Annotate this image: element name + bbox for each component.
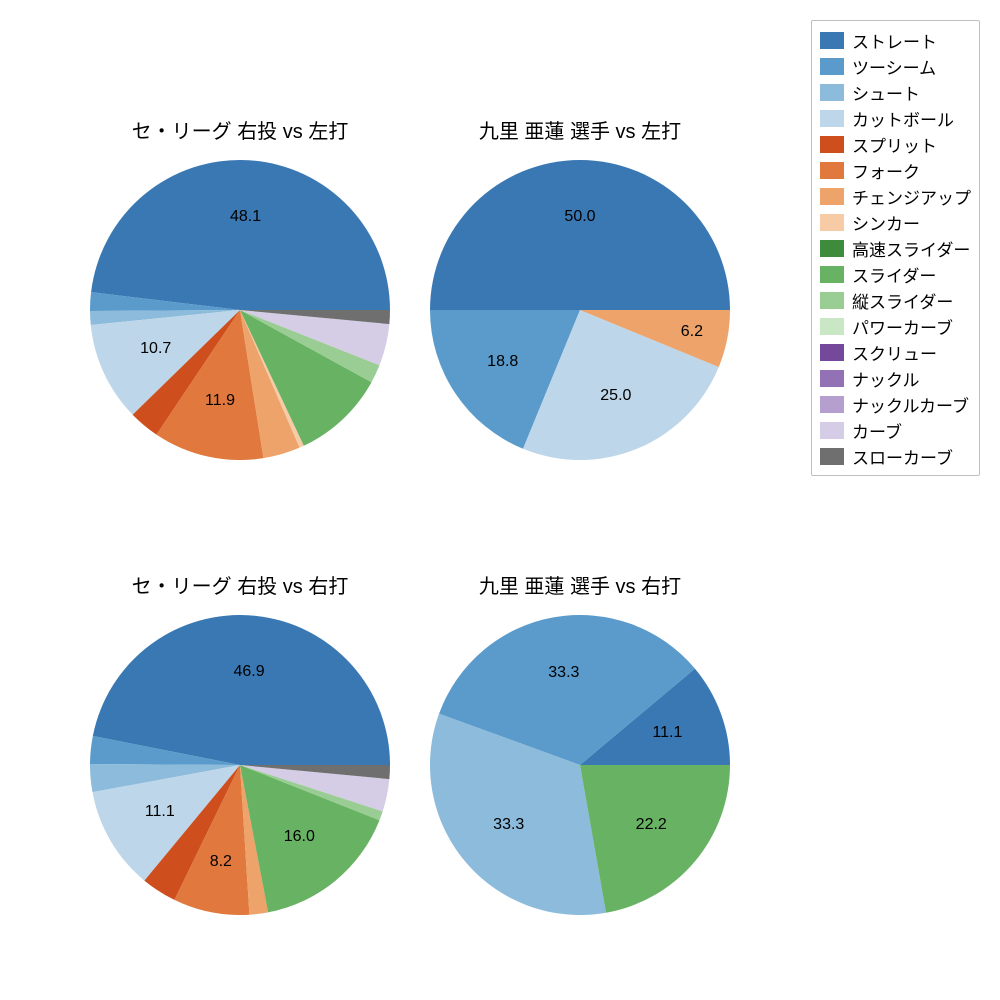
- pie-slice-label: 11.1: [652, 724, 682, 742]
- legend-label: シンカー: [852, 210, 920, 235]
- legend-swatch: [820, 266, 844, 283]
- legend-swatch: [820, 422, 844, 439]
- legend-swatch: [820, 396, 844, 413]
- legend-item: ナックル: [820, 365, 971, 391]
- legend-label: ナックルカーブ: [852, 392, 969, 417]
- legend-swatch: [820, 58, 844, 75]
- legend-item: 縦スライダー: [820, 287, 971, 313]
- legend-label: カーブ: [852, 418, 902, 443]
- chart-title: 九里 亜蓮 選手 vs 右打: [420, 570, 740, 599]
- pie-slice-label: 10.7: [140, 340, 171, 358]
- legend: ストレートツーシームシュートカットボールスプリットフォークチェンジアップシンカー…: [811, 20, 980, 476]
- legend-label: スライダー: [852, 262, 936, 287]
- pie-slice-label: 11.9: [205, 392, 235, 410]
- legend-item: チェンジアップ: [820, 183, 971, 209]
- pie-slice-label: 33.3: [548, 664, 579, 682]
- legend-swatch: [820, 188, 844, 205]
- pie-slice: [93, 615, 390, 765]
- legend-swatch: [820, 214, 844, 231]
- legend-label: 高速スライダー: [852, 236, 970, 261]
- legend-item: カーブ: [820, 417, 971, 443]
- legend-swatch: [820, 136, 844, 153]
- legend-label: フォーク: [852, 158, 920, 183]
- pie-slice-label: 16.0: [284, 828, 315, 846]
- legend-swatch: [820, 318, 844, 335]
- legend-item: フォーク: [820, 157, 971, 183]
- pie-slice-label: 11.1: [145, 803, 175, 821]
- legend-label: カットボール: [852, 106, 954, 131]
- pie-slice-label: 33.3: [493, 816, 524, 834]
- chart-tl: 48.1 10.7 11.9: [90, 160, 390, 460]
- legend-label: 縦スライダー: [852, 288, 953, 313]
- legend-item: ストレート: [820, 27, 971, 53]
- chart-tr: 50.0 18.8 25.0 6.2: [430, 160, 730, 460]
- legend-swatch: [820, 110, 844, 127]
- legend-label: スプリット: [852, 132, 937, 157]
- pie-slice-label: 25.0: [600, 387, 631, 405]
- legend-label: ツーシーム: [852, 54, 936, 79]
- legend-label: パワーカーブ: [852, 314, 953, 339]
- legend-label: スクリュー: [852, 340, 937, 365]
- legend-item: スプリット: [820, 131, 971, 157]
- legend-item: ナックルカーブ: [820, 391, 971, 417]
- legend-swatch: [820, 32, 844, 49]
- chart-bl: 46.9 11.1 8.2 16.0: [90, 615, 390, 915]
- legend-label: チェンジアップ: [852, 184, 971, 209]
- legend-swatch: [820, 292, 844, 309]
- legend-item: 高速スライダー: [820, 235, 971, 261]
- chart-title: 九里 亜蓮 選手 vs 左打: [420, 115, 740, 144]
- pie-slice-label: 48.1: [230, 208, 261, 226]
- legend-label: ナックル: [852, 366, 920, 391]
- legend-swatch: [820, 370, 844, 387]
- pie-slice-label: 22.2: [636, 816, 667, 834]
- figure: ストレートツーシームシュートカットボールスプリットフォークチェンジアップシンカー…: [0, 0, 1000, 1000]
- pie-slice-label: 8.2: [210, 853, 232, 871]
- pie-slice-label: 6.2: [681, 323, 703, 341]
- legend-swatch: [820, 448, 844, 465]
- legend-swatch: [820, 162, 844, 179]
- legend-swatch: [820, 84, 844, 101]
- legend-item: シンカー: [820, 209, 971, 235]
- pie-slice-label: 18.8: [487, 353, 518, 371]
- legend-item: スクリュー: [820, 339, 971, 365]
- pie-slice-label: 46.9: [233, 663, 264, 681]
- legend-item: パワーカーブ: [820, 313, 971, 339]
- pie-slice-label: 50.0: [564, 208, 595, 226]
- legend-label: ストレート: [852, 28, 937, 53]
- legend-swatch: [820, 344, 844, 361]
- legend-item: ツーシーム: [820, 53, 971, 79]
- legend-label: スローカーブ: [852, 444, 953, 469]
- legend-item: シュート: [820, 79, 971, 105]
- pie-slice: [430, 160, 730, 310]
- legend-item: スローカーブ: [820, 443, 971, 469]
- legend-swatch: [820, 240, 844, 257]
- legend-item: スライダー: [820, 261, 971, 287]
- legend-item: カットボール: [820, 105, 971, 131]
- chart-title: セ・リーグ 右投 vs 左打: [80, 115, 400, 144]
- pie-slice: [580, 765, 730, 913]
- chart-title: セ・リーグ 右投 vs 右打: [80, 570, 400, 599]
- chart-br: 11.1 33.3 33.3 22.2: [430, 615, 730, 915]
- legend-label: シュート: [852, 80, 920, 105]
- pie-slice: [91, 160, 390, 310]
